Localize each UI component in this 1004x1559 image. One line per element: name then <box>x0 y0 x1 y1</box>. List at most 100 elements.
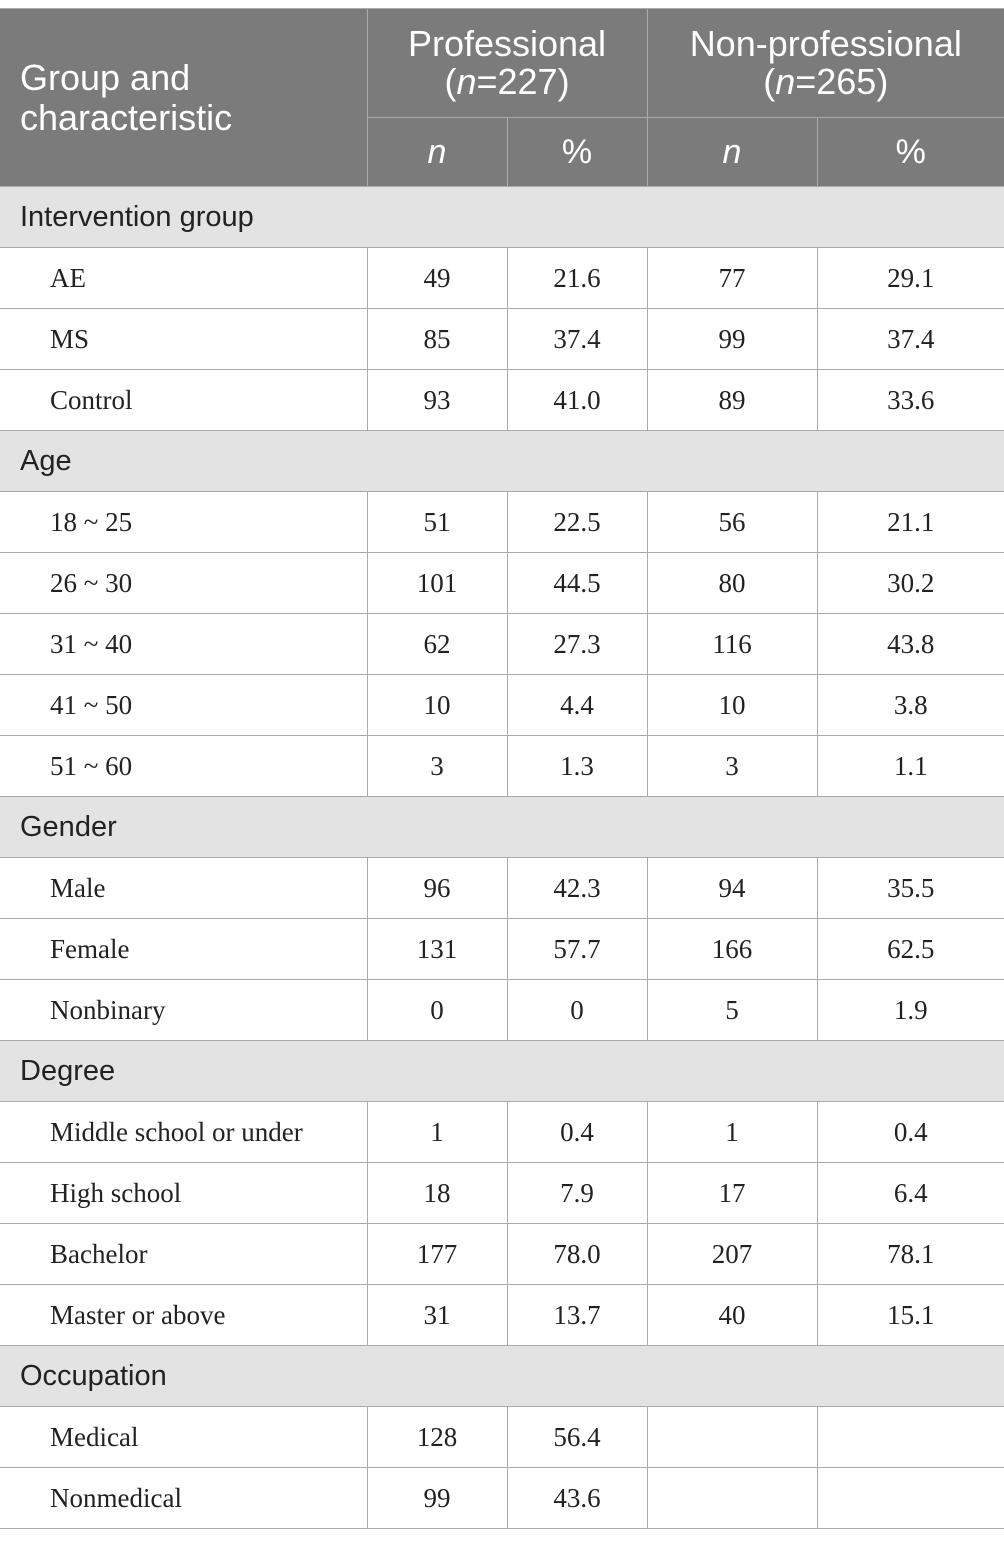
professional-n-cell: 62 <box>366 613 508 675</box>
count-value: =227) <box>476 61 570 102</box>
professional-n-cell: 18 <box>366 1162 508 1224</box>
nonprofessional-n-cell: 207 <box>646 1223 818 1285</box>
nonprofessional-group-name: Non-professional <box>689 23 962 64</box>
row-label: Female <box>0 918 368 980</box>
professional-n-header: n <box>366 117 508 187</box>
section-title: Degree <box>0 1040 1004 1102</box>
table-row: High school 18 7.9 17 6.4 <box>0 1162 1004 1224</box>
professional-n-cell: 96 <box>366 857 508 919</box>
count-n-symbol: n <box>456 61 477 102</box>
nonprofessional-percent-cell: 62.5 <box>816 918 1004 980</box>
section-title: Occupation <box>0 1345 1004 1407</box>
professional-n-cell: 10 <box>366 674 508 736</box>
nonprofessional-n-cell: 17 <box>646 1162 818 1224</box>
nonprofessional-n-cell <box>646 1467 818 1529</box>
table-header: Group and characteristic Professional (n… <box>0 8 1004 187</box>
table-row: Middle school or under 1 0.4 1 0.4 <box>0 1101 1004 1163</box>
professional-n-cell: 1 <box>366 1101 508 1163</box>
table-row: Male 96 42.3 94 35.5 <box>0 857 1004 919</box>
row-label: 41 ~ 50 <box>0 674 368 736</box>
nonprofessional-n-cell: 10 <box>646 674 818 736</box>
nonprofessional-percent-cell: 30.2 <box>816 552 1004 614</box>
table-row: 26 ~ 30 101 44.5 80 30.2 <box>0 552 1004 614</box>
nonprofessional-percent-cell: 29.1 <box>816 247 1004 309</box>
professional-n-cell: 101 <box>366 552 508 614</box>
nonprofessional-percent-cell: 15.1 <box>816 1284 1004 1346</box>
professional-n-cell: 49 <box>366 247 508 309</box>
nonprofessional-n-cell: 94 <box>646 857 818 919</box>
row-label-header: Group and characteristic <box>0 8 368 187</box>
table-row: Nonbinary 0 0 5 1.9 <box>0 979 1004 1041</box>
row-label: Medical <box>0 1406 368 1468</box>
nonprofessional-n-cell: 99 <box>646 308 818 370</box>
count-open-paren: ( <box>444 61 457 102</box>
nonprofessional-percent-cell: 6.4 <box>816 1162 1004 1224</box>
professional-n-cell: 177 <box>366 1223 508 1285</box>
demographics-table: Group and characteristic Professional (n… <box>0 8 1004 1529</box>
row-label: High school <box>0 1162 368 1224</box>
section-row: Gender <box>0 796 1004 858</box>
professional-percent-cell: 7.9 <box>506 1162 648 1224</box>
row-label: AE <box>0 247 368 309</box>
professional-group-count: (n=227) <box>368 63 647 101</box>
nonprofessional-n-cell: 3 <box>646 735 818 797</box>
count-value: =265) <box>795 61 889 102</box>
nonprofessional-percent-cell: 3.8 <box>816 674 1004 736</box>
table-row: Master or above 31 13.7 40 15.1 <box>0 1284 1004 1346</box>
professional-percent-cell: 44.5 <box>506 552 648 614</box>
nonprofessional-n-cell: 56 <box>646 491 818 553</box>
count-open-paren: ( <box>763 61 776 102</box>
table-row: Nonmedical 99 43.6 <box>0 1467 1004 1529</box>
professional-percent-header: % <box>506 117 648 187</box>
table-row: 51 ~ 60 3 1.3 3 1.1 <box>0 735 1004 797</box>
nonprofessional-n-cell: 5 <box>646 979 818 1041</box>
row-label: Nonmedical <box>0 1467 368 1529</box>
professional-percent-cell: 37.4 <box>506 308 648 370</box>
professional-n-cell: 0 <box>366 979 508 1041</box>
nonprofessional-percent-header: % <box>816 117 1004 187</box>
professional-n-cell: 31 <box>366 1284 508 1346</box>
nonprofessional-percent-cell <box>816 1406 1004 1468</box>
professional-n-cell: 3 <box>366 735 508 797</box>
nonprofessional-percent-cell: 43.8 <box>816 613 1004 675</box>
section-row: Degree <box>0 1040 1004 1102</box>
professional-percent-cell: 1.3 <box>506 735 648 797</box>
nonprofessional-n-cell: 40 <box>646 1284 818 1346</box>
section-row: Occupation <box>0 1345 1004 1407</box>
professional-percent-cell: 41.0 <box>506 369 648 431</box>
nonprofessional-percent-cell: 21.1 <box>816 491 1004 553</box>
professional-percent-cell: 4.4 <box>506 674 648 736</box>
nonprofessional-n-cell <box>646 1406 818 1468</box>
nonprofessional-percent-cell: 1.1 <box>816 735 1004 797</box>
professional-percent-cell: 57.7 <box>506 918 648 980</box>
row-label: 26 ~ 30 <box>0 552 368 614</box>
table-row: Bachelor 177 78.0 207 78.1 <box>0 1223 1004 1285</box>
professional-percent-cell: 42.3 <box>506 857 648 919</box>
nonprofessional-group-count: (n=265) <box>648 63 1004 101</box>
nonprofessional-percent-cell: 0.4 <box>816 1101 1004 1163</box>
professional-percent-cell: 43.6 <box>506 1467 648 1529</box>
nonprofessional-n-cell: 166 <box>646 918 818 980</box>
section-row: Age <box>0 430 1004 492</box>
row-label: Middle school or under <box>0 1101 368 1163</box>
row-label: Male <box>0 857 368 919</box>
section-title: Intervention group <box>0 186 1004 248</box>
nonprofessional-n-cell: 116 <box>646 613 818 675</box>
section-title: Age <box>0 430 1004 492</box>
table-row: AE 49 21.6 77 29.1 <box>0 247 1004 309</box>
count-n-symbol: n <box>775 61 796 102</box>
professional-percent-cell: 78.0 <box>506 1223 648 1285</box>
professional-n-cell: 93 <box>366 369 508 431</box>
nonprofessional-percent-cell <box>816 1467 1004 1529</box>
professional-group-name: Professional <box>407 23 607 64</box>
professional-n-cell: 128 <box>366 1406 508 1468</box>
section-row: Intervention group <box>0 186 1004 248</box>
professional-n-cell: 131 <box>366 918 508 980</box>
table-row: 18 ~ 25 51 22.5 56 21.1 <box>0 491 1004 553</box>
professional-percent-cell: 21.6 <box>506 247 648 309</box>
table-row: Medical 128 56.4 <box>0 1406 1004 1468</box>
nonprofessional-n-cell: 80 <box>646 552 818 614</box>
professional-percent-cell: 0 <box>506 979 648 1041</box>
section-title: Gender <box>0 796 1004 858</box>
nonprofessional-percent-cell: 78.1 <box>816 1223 1004 1285</box>
